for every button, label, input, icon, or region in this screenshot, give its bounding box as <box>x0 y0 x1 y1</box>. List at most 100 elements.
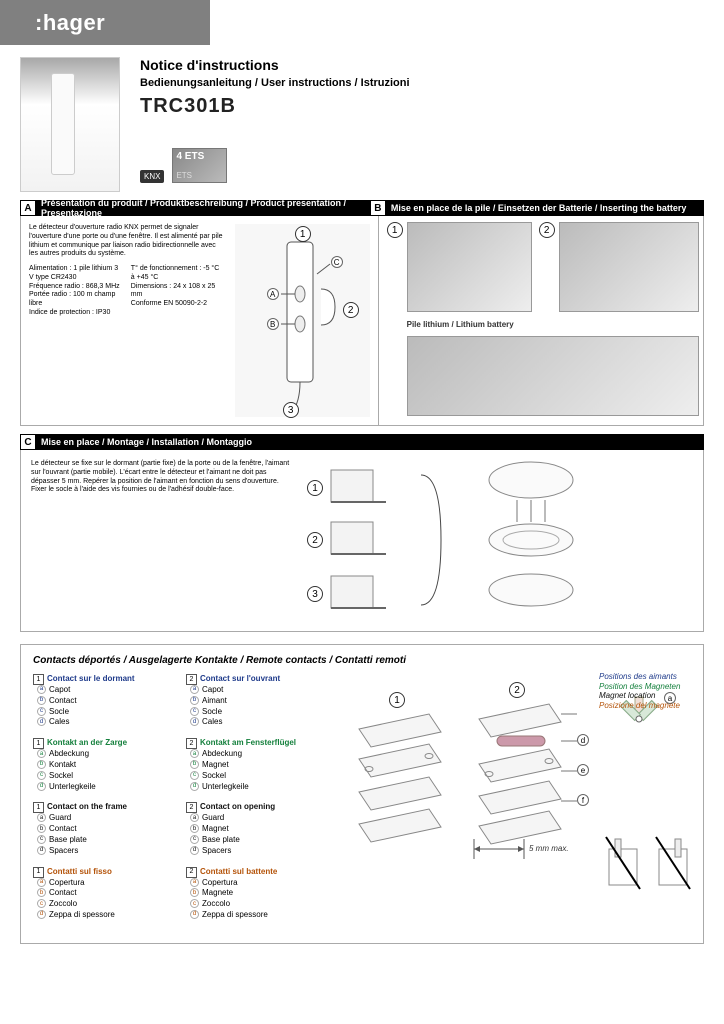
it1-a: Copertura <box>49 878 85 889</box>
panel-a-text: Le détecteur d'ouverture radio KNX perme… <box>29 224 225 417</box>
section-bar-c: C Mise en place / Montage / Installation… <box>20 434 704 450</box>
panel-a-intro: Le détecteur d'ouverture radio KNX perme… <box>29 224 225 259</box>
spec-6: Conforme EN 50090-2-2 <box>131 300 225 309</box>
en1-c: Base plate <box>49 835 87 846</box>
section-b-title: Mise en place de la pile / Einsetzen der… <box>391 203 704 213</box>
de1-d: Unterlegkeile <box>49 782 96 793</box>
spec-4: T° de fonctionnement : -5 °C à +45 °C <box>131 265 225 283</box>
mag-en: Magnet location <box>599 691 709 701</box>
de-block-1: 1Kontakt an der Zarge aAbdeckung bKontak… <box>33 738 168 792</box>
detector-outline-svg <box>235 224 370 419</box>
brand-logo: :hager <box>0 0 210 45</box>
en-block-2: 2Contact on opening aGuard bMagnet cBase… <box>186 802 321 856</box>
product-photo <box>20 57 120 192</box>
b-note: Pile lithium / Lithium battery <box>407 320 514 330</box>
fr2-a: Capot <box>202 685 223 696</box>
fr1-title: Contact sur le dormant <box>47 674 135 685</box>
panel-c-text: Le détecteur se fixe sur le dormant (par… <box>31 460 291 621</box>
it1-c: Zoccolo <box>49 899 77 910</box>
en2-a: Guard <box>202 813 224 824</box>
title-block: Notice d'instructions Bedienungsanleitun… <box>140 57 704 183</box>
section-bar-ab: A Présentation du produit / Produktbesch… <box>20 200 704 216</box>
en-block-1: 1Contact on the frame aGuard bContact cB… <box>33 802 168 856</box>
de2-title: Kontakt am Fensterflügel <box>200 738 296 749</box>
mag-fr: Positions des aimants <box>599 672 709 682</box>
section-c-letter: C <box>21 435 35 449</box>
it1-title: Contatti sul fisso <box>47 867 112 878</box>
a-let-a: A <box>267 288 279 300</box>
product-ref: TRC301B <box>140 95 704 118</box>
it2-a: Copertura <box>202 878 238 889</box>
en1-d: Spacers <box>49 846 78 857</box>
it2-d: Zeppa di spessore <box>202 910 268 921</box>
fr2-b: Aimant <box>202 696 227 707</box>
ets-badge <box>172 148 227 183</box>
de2-b: Magnet <box>202 760 229 771</box>
photo-open-case <box>559 222 699 312</box>
fr-block-2: 2Contact sur l'ouvrant aCapot bAimant cS… <box>186 674 321 728</box>
de2-d: Unterlegkeile <box>202 782 249 793</box>
mag-it: Posizione del magnete <box>599 701 709 711</box>
fr2-c: Socle <box>202 707 222 718</box>
fr1-c: Socle <box>49 707 69 718</box>
fr2-title: Contact sur l'ouvrant <box>200 674 280 685</box>
de-block-2: 2Kontakt am Fensterflügel aAbdeckung bMa… <box>186 738 321 792</box>
c-num-1: 1 <box>307 480 323 496</box>
mag-de: Position des Magneten <box>599 682 709 692</box>
section-a-letter: A <box>21 201 35 215</box>
title-line2: Bedienungsanleitung / User instructions … <box>140 77 704 89</box>
ab-row: Le détecteur d'ouverture radio KNX perme… <box>20 216 704 426</box>
panel-c-svg <box>301 460 701 622</box>
panel-a-diagram: 1 2 3 A B C <box>235 224 370 417</box>
en1-a: Guard <box>49 813 71 824</box>
d-let-f: f <box>577 794 589 806</box>
d-num-2: 2 <box>509 682 525 698</box>
en2-c: Base plate <box>202 835 240 846</box>
it2-title: Contatti sul battente <box>200 867 277 878</box>
section-c-title: Mise en place / Montage / Installation /… <box>41 437 252 447</box>
d-let-e: e <box>577 764 589 776</box>
fr-block-1: 1Contact sur le dormant aCapot bContact … <box>33 674 168 728</box>
fr1-a: Capot <box>49 685 70 696</box>
de1-a: Abdeckung <box>49 749 89 760</box>
spec-1: Fréquence radio : 868,3 MHz <box>29 283 123 292</box>
spec-2: Portée radio : 100 m champ libre <box>29 291 123 309</box>
panel-c: Le détecteur se fixe sur le dormant (par… <box>20 450 704 632</box>
spec-5: Dimensions : 24 x 108 x 25 mm <box>131 283 225 301</box>
b-num-2: 2 <box>539 222 555 238</box>
panel-d: Contacts déportés / Ausgelagerte Kontakt… <box>20 644 704 944</box>
en1-b: Contact <box>49 824 77 835</box>
panel-b: 1 2 Pile lithium / Lithium battery <box>379 216 704 426</box>
a-num-3: 3 <box>283 402 299 418</box>
en2-d: Spacers <box>202 846 231 857</box>
photo-battery-compartment <box>407 336 699 416</box>
contacts-grid: 1Contact sur le dormant aCapot bContact … <box>33 674 691 931</box>
title-line1: Notice d'instructions <box>140 57 704 73</box>
a-num-2: 2 <box>343 302 359 318</box>
de2-a: Abdeckung <box>202 749 242 760</box>
a-let-c: C <box>331 256 343 268</box>
it1-b: Contact <box>49 888 77 899</box>
c-num-3: 3 <box>307 586 323 602</box>
it1-d: Zeppa di spessore <box>49 910 115 921</box>
knx-badge: KNX <box>140 170 164 183</box>
d-num-1: 1 <box>389 692 405 708</box>
it-block-1: 1Contatti sul fisso aCopertura bContact … <box>33 867 168 921</box>
fr1-d: Cales <box>49 717 69 728</box>
fr1-b: Contact <box>49 696 77 707</box>
spec-3: Indice de protection : IP30 <box>29 309 123 318</box>
fr2-d: Cales <box>202 717 222 728</box>
b-num-1: 1 <box>387 222 403 238</box>
en2-b: Magnet <box>202 824 229 835</box>
en2-title: Contact on opening <box>200 802 275 813</box>
section-a-title: Présentation du produit / Produktbeschre… <box>41 198 370 218</box>
a-let-b: B <box>267 318 279 330</box>
panel-a: Le détecteur d'ouverture radio KNX perme… <box>20 216 379 426</box>
photo-screwdriver <box>407 222 532 312</box>
panel-a-specs: Alimentation : 1 pile lithium 3 V type C… <box>29 265 225 318</box>
a-num-1: 1 <box>295 226 311 242</box>
note-5mm: 5 mm max. <box>529 844 569 854</box>
c-num-2: 2 <box>307 532 323 548</box>
de1-c: Sockel <box>49 771 73 782</box>
de1-title: Kontakt an der Zarge <box>47 738 127 749</box>
